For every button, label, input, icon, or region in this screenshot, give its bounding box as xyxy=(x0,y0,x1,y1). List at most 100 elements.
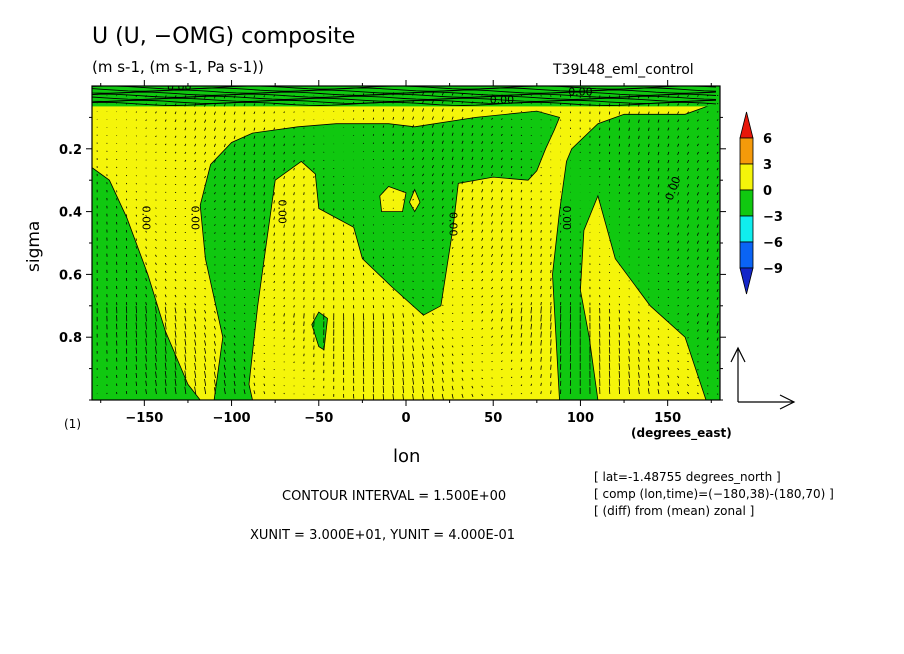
vector-arrow xyxy=(422,92,424,96)
vector-arrow xyxy=(510,384,513,387)
vector-arrow xyxy=(431,181,434,185)
vector-arrow xyxy=(422,385,424,393)
vector-arrow xyxy=(716,305,719,308)
vector-arrow xyxy=(608,378,611,386)
vector-arrow xyxy=(223,208,226,211)
contour-line xyxy=(92,95,717,100)
vector-arrow xyxy=(263,248,266,252)
vector-arrow xyxy=(214,288,216,290)
vector-arrow xyxy=(696,184,699,188)
vector-arrow xyxy=(451,156,454,161)
vector-arrow xyxy=(283,240,285,244)
vector-arrow xyxy=(392,191,394,193)
vector-arrow xyxy=(628,224,630,226)
vector-arrow xyxy=(174,143,177,146)
vector-arrow xyxy=(164,294,167,298)
vector-arrow xyxy=(471,109,474,112)
vector-arrow xyxy=(422,321,424,325)
vector-arrow xyxy=(530,166,532,169)
vector-arrow xyxy=(164,103,167,106)
vector-arrow xyxy=(657,184,660,188)
vector-arrow xyxy=(432,255,434,258)
vector-arrow xyxy=(125,174,128,177)
vector-arrow xyxy=(520,174,523,177)
vector-arrow xyxy=(432,231,434,233)
vector-arrow xyxy=(481,149,484,153)
vector-arrow xyxy=(135,339,138,346)
vector-arrow xyxy=(392,272,395,275)
vector-arrow xyxy=(677,175,680,180)
vector-arrow xyxy=(164,278,167,282)
vector-arrow xyxy=(667,280,670,283)
vector-arrow xyxy=(647,135,650,140)
vector-arrow xyxy=(647,175,650,180)
vector-arrow xyxy=(145,127,147,129)
vector-arrow xyxy=(696,192,699,196)
vector-arrow xyxy=(125,356,128,362)
vector-arrow xyxy=(402,264,404,266)
vector-arrow xyxy=(372,134,375,136)
vector-arrow xyxy=(530,340,532,346)
vector-arrow xyxy=(362,248,365,251)
vector-arrow xyxy=(608,111,611,115)
vector-arrow xyxy=(667,224,670,228)
vector-arrow xyxy=(491,165,493,169)
vector-arrow xyxy=(696,304,699,308)
top-contour-band xyxy=(92,86,720,107)
vector-arrow xyxy=(461,213,464,217)
vector-arrow xyxy=(608,308,611,314)
vector-arrow xyxy=(667,111,670,115)
vector-arrow xyxy=(303,313,305,319)
vector-arrow xyxy=(204,347,207,354)
vector-arrow xyxy=(392,133,395,136)
vector-arrow xyxy=(618,370,620,378)
vector-arrow xyxy=(628,348,630,354)
vector-arrow xyxy=(471,304,474,306)
vector-arrow xyxy=(303,151,305,154)
vector-arrow xyxy=(716,256,719,261)
vector-arrow xyxy=(243,389,246,395)
vector-arrow xyxy=(461,337,464,339)
vector-arrow xyxy=(647,143,650,148)
vector-arrow xyxy=(155,223,157,225)
vector-arrow xyxy=(451,92,454,96)
vector-arrow xyxy=(657,127,660,131)
vector-arrow xyxy=(243,374,246,379)
vector-arrow xyxy=(422,304,424,307)
vector-arrow xyxy=(471,180,474,185)
vector-arrow xyxy=(194,347,197,354)
vector-arrow xyxy=(647,159,650,164)
vector-arrow xyxy=(125,269,128,274)
vector-arrow xyxy=(392,116,395,120)
vector-arrow xyxy=(165,175,167,177)
vector-arrow xyxy=(125,331,128,338)
vector-arrow xyxy=(194,287,197,290)
vector-arrow xyxy=(283,232,285,236)
vector-arrow xyxy=(362,289,365,292)
vector-arrow xyxy=(716,248,719,253)
colorbar-cap-bottom xyxy=(739,267,754,295)
vector-arrow xyxy=(550,175,552,177)
vector-arrow xyxy=(677,135,680,139)
vector-arrow xyxy=(164,338,167,346)
vector-arrow xyxy=(481,310,484,314)
vector-arrow xyxy=(540,306,542,314)
vector-arrow xyxy=(273,321,275,324)
vector-arrow xyxy=(530,237,532,241)
vector-arrow xyxy=(293,151,295,155)
vector-arrow xyxy=(706,95,709,97)
vector-arrow xyxy=(716,353,719,357)
vector-arrow xyxy=(392,288,395,291)
vector-arrow xyxy=(223,167,226,172)
vector-arrow xyxy=(628,111,630,115)
vector-arrow xyxy=(638,240,640,242)
vector-arrow xyxy=(135,322,138,330)
vector-arrow xyxy=(520,350,523,354)
vector-arrow xyxy=(253,240,256,244)
vector-arrow xyxy=(273,127,275,130)
vector-arrow xyxy=(608,331,611,338)
vector-arrow xyxy=(263,159,266,164)
vector-arrow xyxy=(155,215,157,217)
vector-arrow xyxy=(608,271,611,274)
vector-arrow xyxy=(214,224,216,226)
